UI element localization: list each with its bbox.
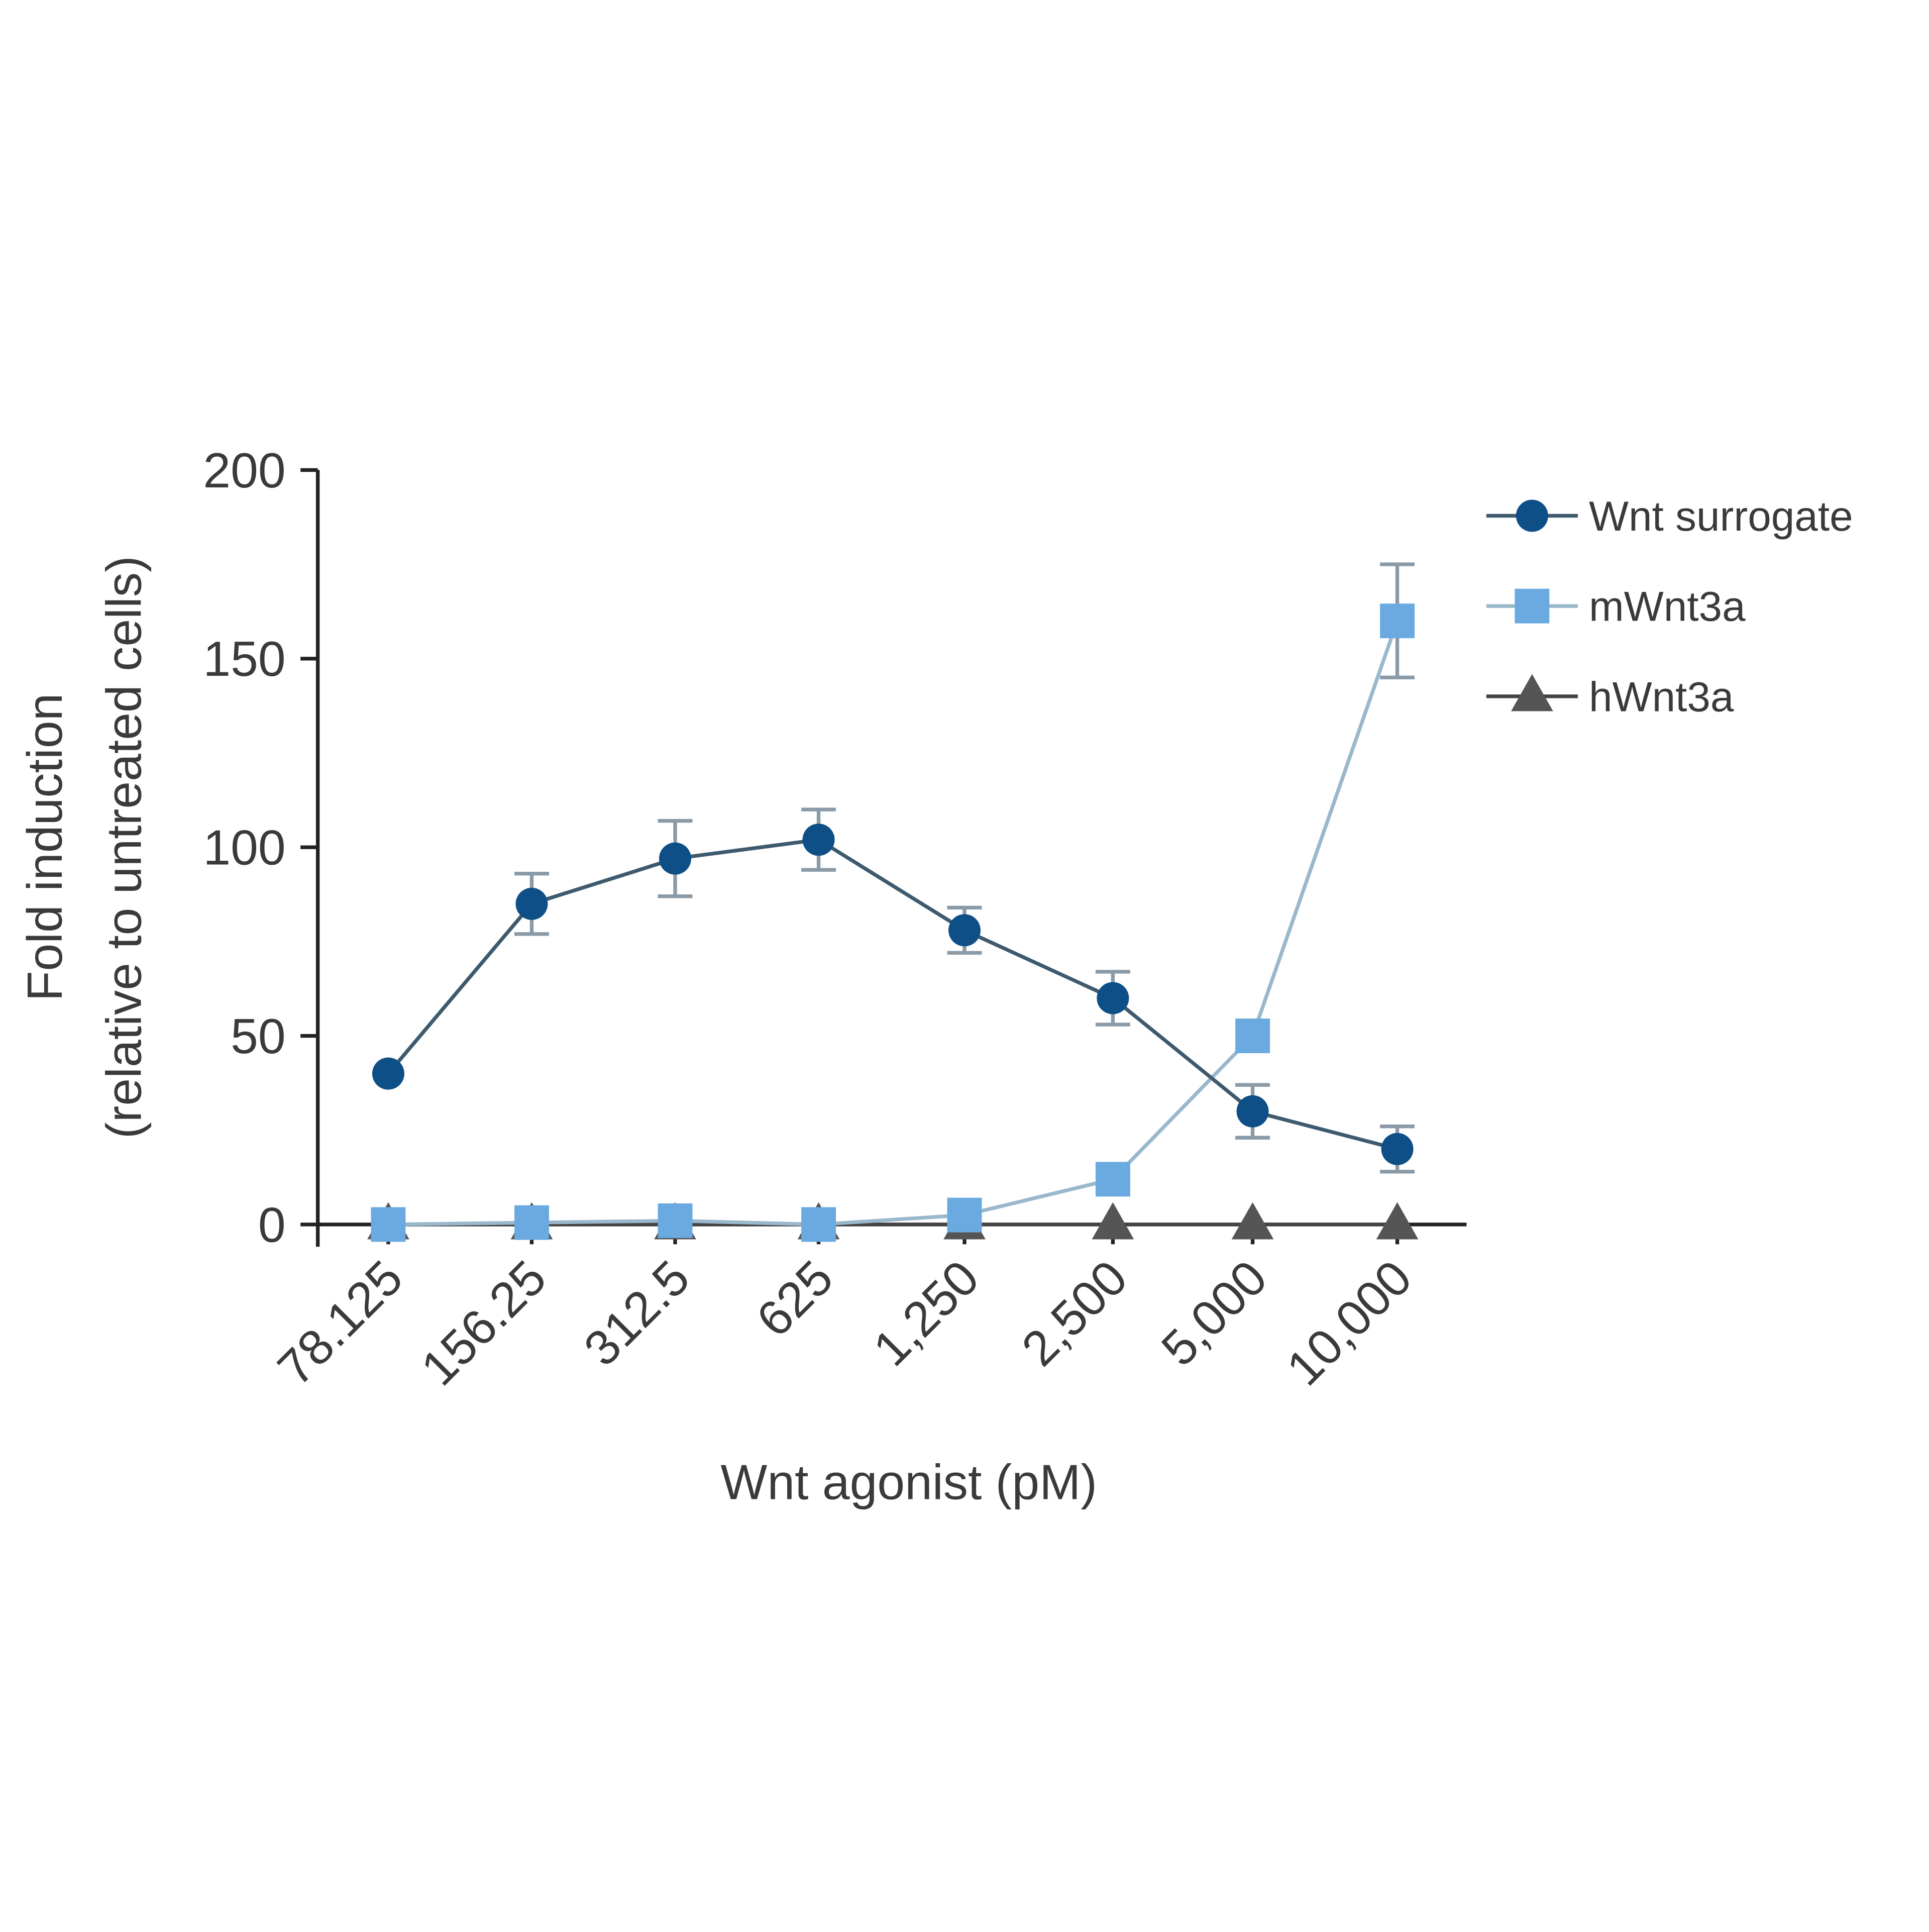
data-point: [1231, 1202, 1274, 1240]
triangle-marker-icon: [1511, 674, 1553, 711]
x-tick-label: 78.125: [267, 1250, 413, 1396]
data-point: [947, 1197, 982, 1233]
data-point: [515, 887, 548, 920]
legend-label: hWnt3a: [1589, 673, 1734, 720]
x-tick-label: 312.5: [573, 1250, 700, 1376]
data-point: [1380, 603, 1415, 639]
data-point: [659, 842, 691, 875]
legend: Wnt surrogate mWnt3a hWnt3a: [1486, 492, 1853, 720]
x-tick-label: 5,000: [1151, 1250, 1277, 1376]
legend-label: mWnt3a: [1589, 583, 1746, 630]
y-tick-label: 150: [203, 631, 285, 686]
legend-label: Wnt surrogate: [1589, 492, 1853, 540]
y-axis: 0 50 100 150 200: [203, 443, 320, 1252]
legend-item: mWnt3a: [1486, 583, 1746, 630]
data-point: [658, 1203, 693, 1238]
x-axis-title: Wnt agonist (pM): [720, 1454, 1097, 1509]
legend-item: Wnt surrogate: [1486, 492, 1853, 540]
series-layer: [367, 562, 1419, 1242]
data-point: [1236, 1095, 1269, 1128]
x-tick-label: 1,250: [863, 1250, 989, 1376]
x-tick-label: 625: [746, 1250, 843, 1347]
series-mwnt3a: [371, 562, 1415, 1242]
data-point: [802, 824, 835, 856]
y-tick-label: 200: [203, 443, 285, 498]
x-tick-label: 2,500: [1011, 1250, 1138, 1376]
y-axis-title-line2: (relative to untreated cells): [96, 556, 152, 1139]
data-point: [371, 1207, 406, 1242]
data-point: [514, 1205, 549, 1240]
data-point: [1097, 982, 1129, 1014]
data-point: [801, 1207, 836, 1242]
data-point: [372, 1057, 404, 1090]
data-point: [1095, 1162, 1130, 1197]
data-point: [1235, 1019, 1270, 1053]
x-tick-label: 10,000: [1276, 1250, 1422, 1396]
x-tick-label: 156.25: [410, 1250, 557, 1396]
y-tick-label: 100: [203, 820, 285, 875]
y-axis-title-line1: Fold induction: [17, 693, 72, 1001]
y-tick-label: 0: [258, 1197, 286, 1252]
data-point: [1376, 1202, 1419, 1240]
circle-marker-icon: [1516, 499, 1548, 532]
data-point: [948, 914, 981, 947]
data-point: [1092, 1202, 1134, 1240]
legend-item: hWnt3a: [1486, 673, 1734, 720]
y-tick-label: 50: [231, 1008, 286, 1064]
square-marker-icon: [1515, 588, 1550, 624]
data-point: [1381, 1133, 1414, 1165]
series-wnt-surrogate: [372, 807, 1415, 1174]
